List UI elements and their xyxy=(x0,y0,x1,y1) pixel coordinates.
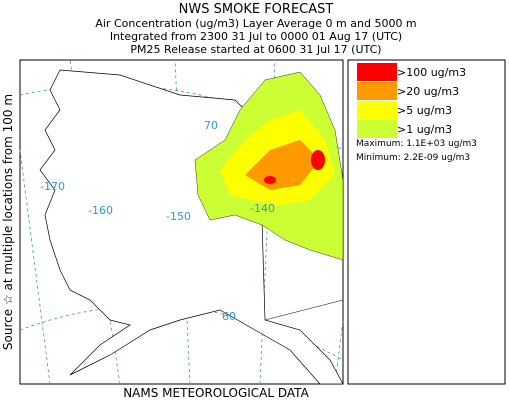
legend-label: >100 ug/m3 xyxy=(397,66,466,79)
coastline xyxy=(39,69,344,385)
map-label: 70 xyxy=(204,119,218,132)
map-label: -160 xyxy=(88,204,113,217)
legend-label: >20 ug/m3 xyxy=(397,85,459,98)
subtitle: Integrated from 2300 31 Jul to 0000 01 A… xyxy=(110,30,402,43)
footer: NAMS METEOROLOGICAL DATA xyxy=(123,386,309,400)
legend-min: Minimum: 2.2E-09 ug/m3 xyxy=(356,153,470,163)
title: NWS SMOKE FORECAST xyxy=(179,2,334,17)
legend-swatch xyxy=(357,120,397,138)
legend: >100 ug/m3 >20 ug/m3 >5 ug/m3 >1 ug/m3 Maxi… xyxy=(347,59,506,385)
map-label: -150 xyxy=(166,210,191,223)
map: -170 -160 -150 -140 70 60 xyxy=(19,59,344,385)
side-label: Source ☆ at multiple locations from 100 … xyxy=(1,94,15,350)
map-label: -140 xyxy=(250,202,275,215)
legend-swatch xyxy=(357,101,397,119)
subtitle: PM25 Release started at 0600 31 Jul 17 (… xyxy=(130,43,381,56)
legend-swatch xyxy=(357,82,397,100)
legend-label: >5 ug/m3 xyxy=(397,104,452,117)
legend-swatch xyxy=(357,63,397,81)
legend-max: Maximum: 1.1E+03 ug/m3 xyxy=(356,139,477,149)
map-label: 60 xyxy=(222,310,236,323)
legend-label: >1 ug/m3 xyxy=(397,123,452,136)
subtitle: Air Concentration (ug/m3) Layer Average … xyxy=(95,17,416,30)
map-label: -170 xyxy=(40,180,65,193)
smoke-plume xyxy=(194,71,344,261)
